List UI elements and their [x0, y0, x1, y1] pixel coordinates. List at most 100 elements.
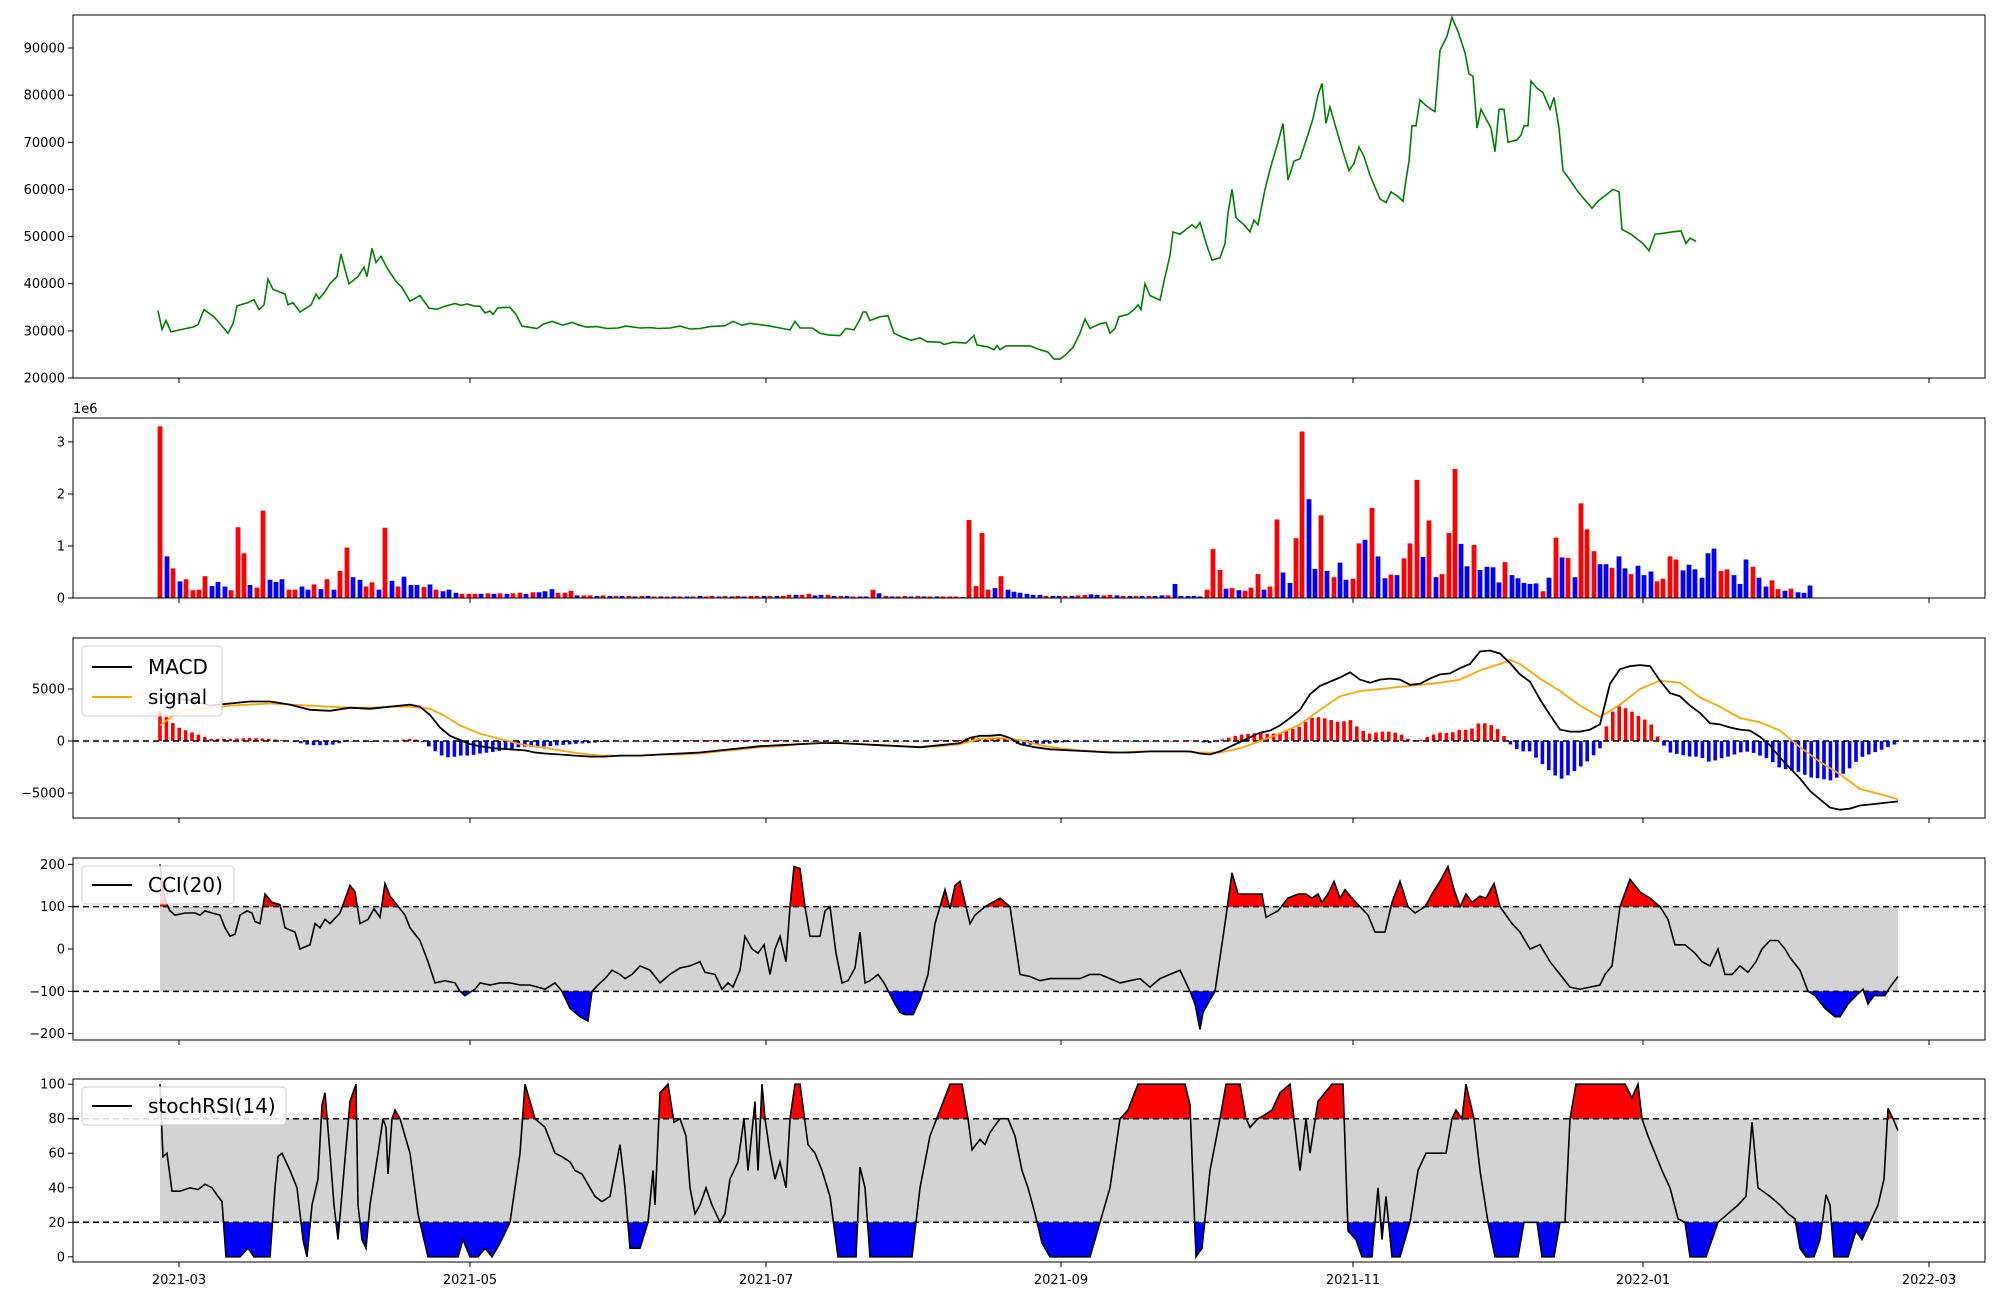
- volume-bar: [1705, 553, 1711, 598]
- macd-histogram-bar: [1617, 706, 1621, 742]
- macd-histogram-bar: [759, 739, 764, 742]
- volume-bar: [1114, 595, 1120, 598]
- volume-bar: [818, 594, 824, 598]
- volume-bar: [960, 596, 966, 598]
- volume-bar: [376, 589, 382, 598]
- volume-bar: [1024, 593, 1030, 598]
- volume-bar: [267, 579, 273, 598]
- volume-bar: [1394, 575, 1400, 598]
- volume-bar: [1287, 582, 1293, 598]
- volume-bar: [215, 581, 221, 598]
- macd-histogram-bar: [958, 739, 962, 742]
- macd-histogram-bar: [555, 741, 559, 746]
- volume-bar: [658, 596, 664, 598]
- volume-bar: [883, 595, 889, 598]
- volume-bar: [568, 590, 574, 598]
- volume-bar: [947, 596, 953, 598]
- volume-bar: [1756, 577, 1762, 598]
- stochrsi-xtick-label: 2022-03: [1902, 1273, 1956, 1288]
- volume-bar: [1185, 595, 1191, 598]
- stochrsi-xtick-label: 2021-05: [443, 1273, 497, 1288]
- macd-histogram-bar: [215, 738, 220, 742]
- volume-bar: [549, 589, 555, 598]
- volume-bar: [1699, 577, 1705, 598]
- macd-histogram-bar: [1431, 734, 1436, 742]
- volume-bar: [1204, 589, 1210, 598]
- volume-bar: [587, 595, 593, 598]
- volume-bar: [1082, 594, 1088, 598]
- volume-bar: [1280, 572, 1286, 598]
- volume-bar: [1521, 582, 1527, 598]
- volume-bar: [1686, 564, 1692, 598]
- volume-bar: [1641, 575, 1647, 598]
- volume-bar: [414, 584, 420, 598]
- macd-histogram-bar: [1803, 741, 1807, 775]
- macd-histogram-bar: [1291, 729, 1295, 742]
- volume-bar: [1603, 564, 1609, 598]
- volume-bar: [299, 586, 305, 598]
- macd-histogram-bar: [1841, 741, 1845, 774]
- volume-bar: [1005, 589, 1011, 598]
- macd-histogram-bar: [1809, 741, 1813, 778]
- volume-bar: [279, 579, 285, 598]
- volume-bar: [421, 587, 427, 598]
- volume-bar: [260, 510, 266, 598]
- volume-bar: [389, 580, 395, 598]
- volume-bar: [1223, 588, 1229, 598]
- volume-bar: [1088, 594, 1094, 598]
- volume-bar: [1648, 571, 1654, 598]
- volume-bar: [472, 593, 478, 598]
- signal-line: [159, 658, 1899, 801]
- volume-bar: [651, 596, 657, 598]
- macd-histogram-bar: [241, 738, 245, 742]
- volume-bar: [876, 593, 882, 598]
- cci-ytick-label: 200: [40, 858, 65, 873]
- volume-bar: [594, 595, 600, 598]
- macd-histogram-bar: [388, 740, 393, 742]
- volume-ytick-label: 3: [57, 435, 65, 450]
- macd-histogram-bar: [939, 739, 943, 742]
- macd-histogram-bar: [471, 741, 476, 755]
- volume-bar: [921, 596, 927, 598]
- volume-bar: [440, 591, 446, 598]
- stochrsi-ytick-label: 40: [48, 1181, 65, 1196]
- volume-bar: [895, 596, 901, 598]
- macd-histogram-bar: [670, 740, 674, 742]
- volume-bar: [1133, 595, 1139, 598]
- volume-bar: [1565, 557, 1571, 598]
- volume-bar: [1062, 595, 1068, 598]
- macd-histogram-bar: [1745, 741, 1749, 752]
- macd-histogram-bar: [1547, 741, 1551, 771]
- cci-panel: −200 −100 0 100 200 CCI(20): [29, 857, 1986, 1045]
- macd-histogram-bar: [1879, 741, 1884, 750]
- volume-bar: [1152, 595, 1158, 598]
- cci-legend: CCI(20): [81, 865, 235, 905]
- volume-bar: [1229, 588, 1235, 598]
- volume-bar: [1312, 568, 1318, 598]
- macd-histogram-bar: [567, 741, 572, 745]
- macd-histogram-bar: [1822, 741, 1826, 780]
- macd-histogram-bar: [798, 741, 802, 742]
- volume-bar: [863, 596, 869, 598]
- volume-bar: [1433, 577, 1439, 598]
- volume-bar: [934, 596, 940, 598]
- macd-ytick-label: 5000: [32, 682, 65, 697]
- macd-histogram-bar: [1169, 741, 1173, 742]
- macd-histogram-bar: [580, 741, 585, 744]
- macd-histogram-bar: [689, 739, 693, 742]
- volume-bar: [1597, 564, 1603, 598]
- macd-histogram-bar: [1700, 741, 1705, 758]
- macd-ytick-label: −5000: [21, 787, 65, 802]
- macd-histogram-bar: [727, 739, 732, 742]
- volume-bar: [305, 589, 311, 598]
- macd-histogram-bar: [209, 738, 213, 742]
- volume-bar: [574, 595, 580, 598]
- volume-bar: [1210, 549, 1216, 598]
- macd-histogram-bar: [868, 741, 873, 742]
- volume-bar: [1711, 548, 1717, 598]
- macd-histogram-bar: [1470, 728, 1474, 742]
- volume-bar: [1375, 556, 1381, 598]
- volume-bar: [1546, 577, 1552, 598]
